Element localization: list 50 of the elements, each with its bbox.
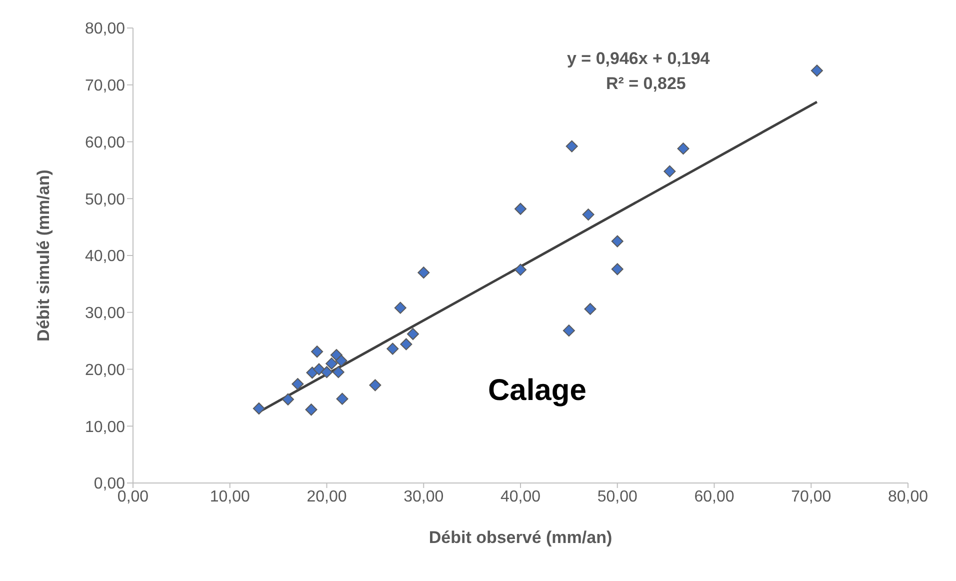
point: [418, 266, 430, 279]
point: [292, 378, 304, 390]
point: [335, 354, 348, 367]
point: [664, 165, 676, 178]
y-tick-label: 10,00: [84, 418, 126, 436]
x-tick-label: 40,00: [500, 488, 541, 506]
point: [584, 302, 596, 315]
point: [406, 328, 419, 340]
x-axis-title: Débit observé (mm/an): [428, 528, 612, 547]
point: [305, 404, 318, 416]
point: [369, 379, 382, 392]
point: [582, 208, 594, 221]
y-tick-label: 40,00: [84, 248, 126, 266]
y-tick-label: 60,00: [84, 134, 126, 152]
point: [611, 235, 624, 248]
y-tick-label: 20,00: [84, 362, 126, 379]
y-axis-title: Débit simulé (mm/an): [34, 170, 54, 342]
annotation: R² = 0,825: [606, 74, 686, 94]
x-tick-label: 60,00: [694, 488, 734, 506]
point: [252, 402, 265, 414]
annotation: y = 0,946x + 0,194: [567, 49, 710, 69]
x-tick-label: 80,00: [888, 488, 928, 506]
point: [611, 263, 624, 276]
point: [514, 202, 526, 215]
point: [810, 64, 823, 77]
y-tick-label: 80,00: [84, 20, 126, 38]
x-tick-label: 50,00: [597, 488, 638, 506]
y-tick-label: 50,00: [84, 191, 126, 208]
point: [326, 358, 338, 370]
x-tick-label: 70,00: [791, 488, 832, 506]
point: [386, 342, 399, 355]
annotation: Calage: [488, 374, 586, 408]
x-tick-label: 20,00: [306, 488, 347, 506]
x-tick-label: 30,00: [404, 488, 444, 506]
y-tick-label: 70,00: [84, 78, 126, 95]
point: [311, 346, 324, 358]
x-tick-label: 10,00: [210, 488, 250, 506]
point: [320, 366, 333, 378]
point: [566, 140, 578, 152]
point: [282, 393, 294, 406]
point: [677, 142, 690, 155]
point: [514, 264, 526, 276]
y-tick-label: 30,00: [84, 305, 126, 322]
point: [336, 392, 348, 405]
point: [332, 366, 344, 378]
point: [394, 302, 406, 314]
point: [400, 338, 412, 350]
x-tick-label: 0,00: [117, 488, 149, 506]
point: [306, 366, 318, 379]
point: [562, 324, 575, 337]
